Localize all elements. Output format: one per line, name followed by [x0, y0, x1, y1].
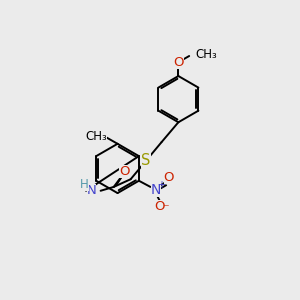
Text: O: O — [154, 200, 165, 213]
Text: N: N — [151, 183, 161, 197]
Text: CH₃: CH₃ — [85, 130, 107, 142]
Text: O: O — [119, 165, 130, 178]
Text: +: + — [157, 180, 165, 190]
Text: S: S — [141, 153, 151, 168]
Text: N: N — [86, 184, 96, 197]
Text: H: H — [80, 178, 89, 191]
Text: O: O — [164, 171, 174, 184]
Text: O: O — [173, 56, 184, 69]
Text: ⁻: ⁻ — [163, 202, 169, 215]
Text: CH₃: CH₃ — [195, 48, 217, 61]
